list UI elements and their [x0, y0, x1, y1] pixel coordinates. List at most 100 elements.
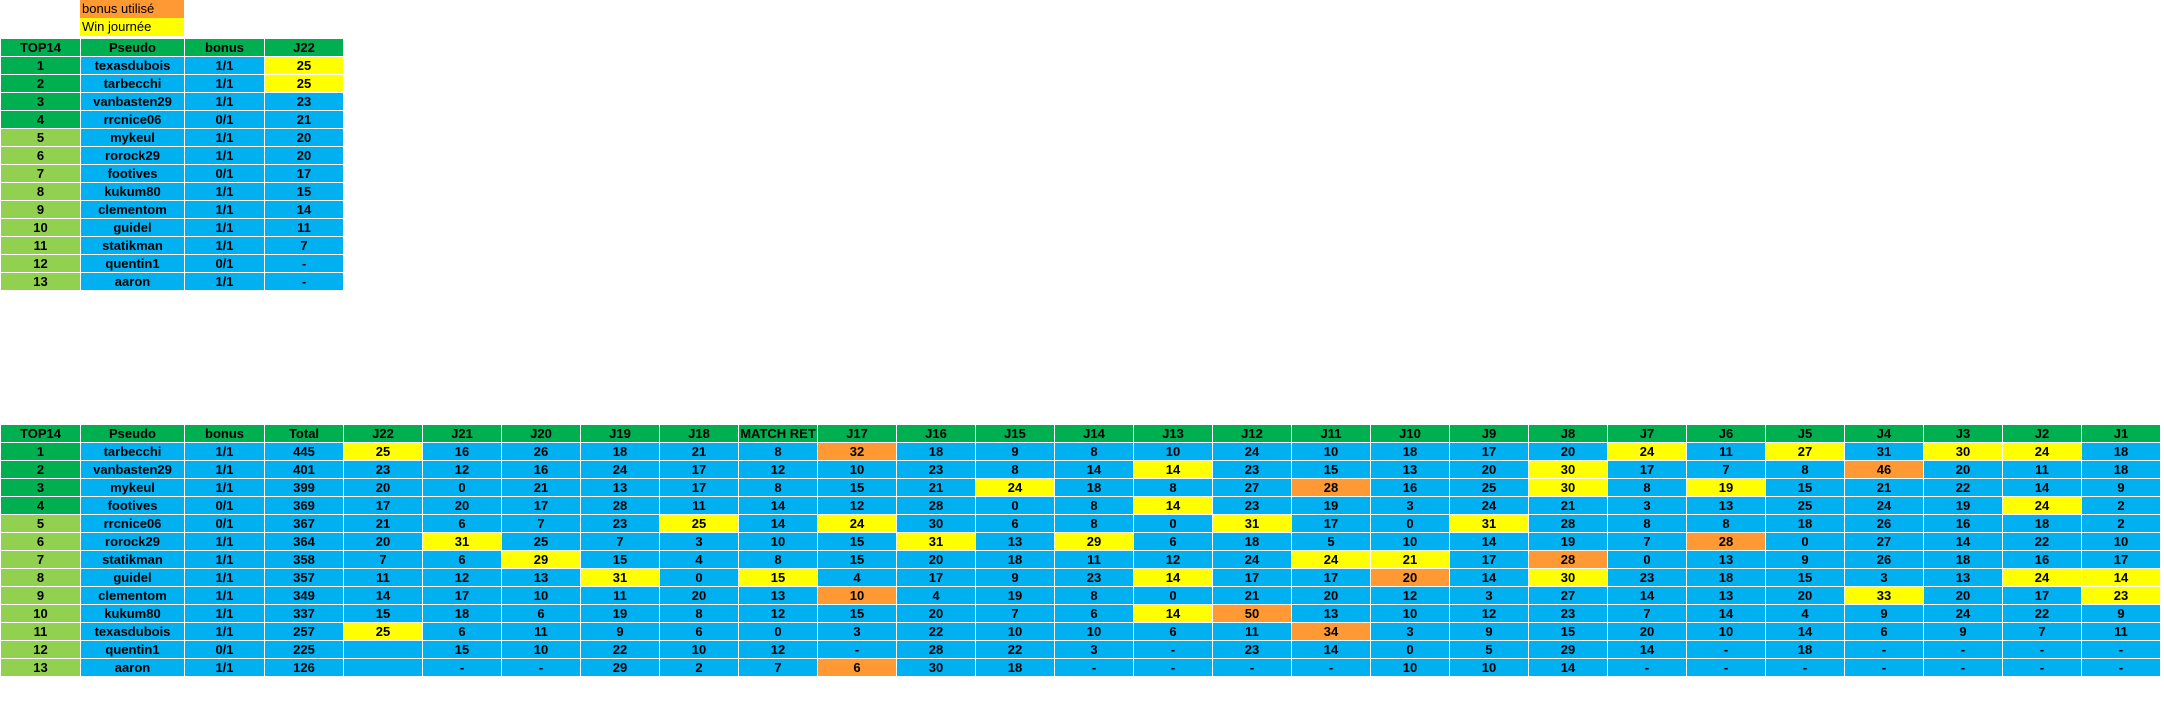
table-row: 3 mykeul 1/1 399 20 0 21 13 17 8 15 21 24 18 8 27 28 16 25… [0, 478, 2161, 497]
column-header: J6 [1686, 424, 1766, 443]
score-cell: 13 [501, 568, 581, 587]
score-cell: 17 [659, 460, 739, 479]
score-cell: 5 [1291, 532, 1371, 551]
score-cell: 12 [1449, 604, 1529, 623]
score-cell: 21 [659, 442, 739, 461]
score-cell: - [1133, 658, 1213, 677]
column-header: J22 [343, 424, 423, 443]
score-cell: 11 [1212, 622, 1292, 641]
score-cell: 3 [1449, 586, 1529, 605]
score-cell: - [1133, 640, 1213, 659]
score-cell: 19 [580, 604, 660, 623]
score-cell: 14 [1133, 460, 1213, 479]
score-cell: 15 [1528, 622, 1608, 641]
bonus-cell: 1/1 [184, 200, 265, 219]
score-cell: 14 [1133, 568, 1213, 587]
pseudo-cell: rrcnice06 [80, 514, 185, 533]
score-cell: 9 [1923, 622, 2003, 641]
rank-cell: 2 [0, 460, 81, 479]
score-cell: 10 [501, 640, 581, 659]
score-cell: 20 [1923, 586, 2003, 605]
bonus-cell: 1/1 [184, 550, 265, 569]
column-header: J21 [422, 424, 502, 443]
score-cell: 18 [2002, 514, 2082, 533]
score-cell: 21 [1212, 586, 1292, 605]
score-cell: 24 [2002, 496, 2082, 515]
total-cell: 367 [264, 514, 344, 533]
score-cell: 10 [975, 622, 1055, 641]
column-header: J14 [1054, 424, 1134, 443]
column-header: J20 [501, 424, 581, 443]
score-cell: 19 [1291, 496, 1371, 515]
score-cell: - [422, 658, 502, 677]
score-cell: 3 [1844, 568, 1924, 587]
score-cell: 18 [422, 604, 502, 623]
score-cell: 14 [738, 496, 818, 515]
table-row: 8 kukum80 1/1 15 [0, 182, 344, 201]
column-header: J12 [1212, 424, 1292, 443]
table-row: 8 guidel 1/1 357 11 12 13 31 0 15 4 17 9 23 14 17 17 20 14… [0, 568, 2161, 587]
score-cell: 8 [738, 442, 818, 461]
score-cell: 23 [1607, 568, 1687, 587]
pseudo-cell: aaron [80, 272, 185, 291]
column-header: J17 [817, 424, 897, 443]
score-cell: 24 [1212, 442, 1292, 461]
score-cell: 20 [659, 586, 739, 605]
score-cell: 8 [1133, 478, 1213, 497]
bonus-cell: 1/1 [184, 146, 265, 165]
rank-cell: 8 [0, 568, 81, 587]
rank-cell: 11 [0, 622, 81, 641]
score-cell: 28 [1291, 478, 1371, 497]
score-cell: 29 [501, 550, 581, 569]
total-cell: 401 [264, 460, 344, 479]
score-cell: 20 [1370, 568, 1450, 587]
score-cell: 11 [264, 218, 344, 237]
score-cell: - [1923, 658, 2003, 677]
column-header: J7 [1607, 424, 1687, 443]
score-cell: 19 [1923, 496, 2003, 515]
score-cell: 14 [2081, 568, 2161, 587]
column-header: J9 [1449, 424, 1529, 443]
score-cell: 25 [264, 74, 344, 93]
rank-cell: 12 [0, 254, 81, 273]
score-cell: 18 [1765, 514, 1845, 533]
score-cell: 20 [264, 146, 344, 165]
score-cell: 18 [1765, 640, 1845, 659]
score-cell: 8 [738, 478, 818, 497]
score-cell: 31 [1449, 514, 1529, 533]
score-cell: 32 [817, 442, 897, 461]
score-cell: 16 [1923, 514, 2003, 533]
bonus-cell: 1/1 [184, 56, 265, 75]
column-header: MATCH RET [738, 424, 818, 443]
score-cell: 30 [896, 658, 976, 677]
score-cell: 15 [817, 532, 897, 551]
score-cell: 20 [343, 532, 423, 551]
score-cell: 13 [738, 586, 818, 605]
score-cell: 8 [1607, 514, 1687, 533]
score-cell: 10 [1054, 622, 1134, 641]
score-cell: 18 [1212, 532, 1292, 551]
score-cell: 21 [1844, 478, 1924, 497]
rank-cell: 13 [0, 272, 81, 291]
score-cell: 15 [1765, 568, 1845, 587]
score-cell: - [1686, 640, 1766, 659]
score-cell: 6 [1133, 622, 1213, 641]
score-cell: 0 [1133, 586, 1213, 605]
bonus-cell: 1/1 [184, 442, 265, 461]
score-cell: 12 [422, 568, 502, 587]
score-cell: - [1765, 658, 1845, 677]
current-round-table: TOP14 Pseudo bonus J22 1 texasdubois 1/1 25 2 ta… [0, 38, 344, 291]
rank-cell: 6 [0, 532, 81, 551]
rank-cell: 6 [0, 146, 81, 165]
pseudo-cell: kukum80 [80, 604, 185, 623]
score-cell: 8 [1054, 442, 1134, 461]
score-cell: 11 [580, 586, 660, 605]
total-cell: 364 [264, 532, 344, 551]
score-cell: 13 [580, 478, 660, 497]
score-cell: 17 [2002, 586, 2082, 605]
score-cell: 17 [2081, 550, 2161, 569]
rank-cell: 7 [0, 164, 81, 183]
score-cell: 7 [2002, 622, 2082, 641]
score-cell: 6 [422, 550, 502, 569]
score-cell: 23 [1212, 460, 1292, 479]
